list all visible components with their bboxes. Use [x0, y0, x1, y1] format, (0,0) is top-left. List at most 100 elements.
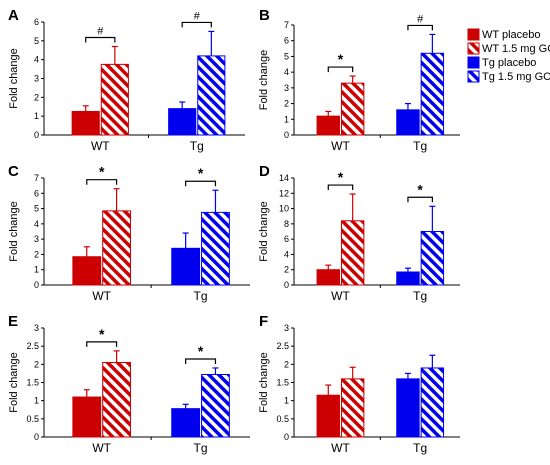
legend-label: WT placebo [482, 29, 541, 41]
y-tick-label: 2.5 [26, 341, 39, 351]
y-tick-label: 10 [279, 204, 289, 214]
category-label: WT [92, 441, 111, 455]
y-tick-label: 3 [284, 83, 289, 93]
bar-tg-placebo [396, 378, 420, 438]
y-tick-label: 3 [34, 74, 39, 84]
significance-label: * [198, 343, 204, 359]
y-tick-label: 0.5 [276, 414, 289, 424]
bar-tg-gc [420, 367, 445, 438]
category-label: Tg [413, 139, 427, 153]
y-tick-label: 5 [34, 204, 39, 214]
significance-bracket: # [181, 10, 212, 28]
bar-tg-placebo [396, 271, 420, 286]
legend-swatch [467, 28, 480, 41]
y-tick-label: 1 [284, 396, 289, 406]
panel-f: F Fold change 0 0.5 1 1.5 2 2.5 3 WT Tg [258, 313, 460, 455]
y-tick-label: 0 [284, 130, 289, 140]
bar-wt-gc [340, 378, 365, 438]
y-tick-label: 0 [34, 130, 39, 140]
significance-bracket: * [327, 169, 354, 191]
panel-a: A Fold change 0 1 2 3 4 5 6 WT # Tg # [8, 7, 245, 153]
y-tick-label: 1.5 [276, 378, 289, 388]
significance-bracket: * [185, 165, 217, 187]
significance-label: # [194, 10, 201, 22]
y-tick-label: 3 [34, 323, 39, 333]
significance-label: * [417, 181, 423, 197]
significance-bracket: * [407, 181, 433, 203]
y-tick-label: 2 [34, 92, 39, 102]
legend-swatch [467, 42, 480, 55]
bar-wt-placebo [72, 396, 102, 438]
y-tick-label: 4 [284, 67, 289, 77]
y-tick-label: 1 [34, 265, 39, 275]
y-tick-label: 4 [284, 249, 289, 259]
panel-e: E Fold change 0 0.5 1 1.5 2 2.5 3 WT * Tg * [8, 313, 250, 455]
y-tick-label: 2 [284, 99, 289, 109]
significance-bracket: * [86, 164, 118, 185]
y-tick-label: 0.5 [26, 414, 39, 424]
panel-letter: D [259, 163, 270, 180]
bar-tg-placebo [171, 408, 201, 438]
y-tick-label: 7 [284, 20, 289, 30]
bar-tg-placebo [168, 108, 197, 136]
y-axis-label: Fold change [258, 201, 270, 262]
y-tick-label: 4 [34, 55, 39, 65]
significance-bracket: * [185, 343, 217, 364]
legend-item: Tg 1.5 mg GC [467, 70, 550, 83]
panel-letter: C [8, 163, 19, 180]
y-tick-label: 0 [284, 432, 289, 442]
bar-tg-placebo [396, 109, 420, 136]
y-tick-label: 6 [34, 188, 39, 198]
category-label: Tg [413, 289, 427, 303]
y-tick-label: 3 [284, 323, 289, 333]
y-tick-label: 1.5 [26, 378, 39, 388]
bar-wt-gc [340, 220, 365, 286]
y-axis-label: Fold change [8, 48, 20, 109]
significance-label: * [99, 326, 105, 342]
category-label: WT [331, 289, 350, 303]
significance-label: * [338, 51, 344, 67]
bar-wt-placebo [72, 256, 102, 286]
bar-wt-placebo [316, 394, 340, 438]
category-label: WT [331, 441, 350, 455]
panel-d: D Fold change 0 2 4 6 8 10 12 14 WT * Tg * [258, 163, 460, 303]
significance-bracket: * [327, 51, 354, 73]
significance-label: # [417, 13, 424, 25]
legend-label: WT 1.5 mg GC [482, 43, 550, 55]
legend-swatch [467, 56, 480, 69]
category-label: WT [331, 139, 350, 153]
y-tick-label: 3 [34, 234, 39, 244]
y-axis-label: Fold change [258, 50, 270, 111]
legend-item: WT placebo [467, 28, 541, 41]
y-tick-label: 12 [279, 188, 289, 198]
bar-wt-placebo [71, 110, 100, 136]
bar-tg-gc [420, 52, 445, 136]
y-tick-label: 0 [284, 280, 289, 290]
significance-label: * [338, 169, 344, 185]
category-label: Tg [190, 139, 204, 153]
legend-label: Tg placebo [482, 57, 536, 69]
y-tick-label: 14 [279, 173, 289, 183]
y-axis-label: Fold change [8, 201, 20, 262]
category-label: Tg [413, 441, 427, 455]
y-tick-label: 5 [284, 51, 289, 61]
bar-tg-gc [420, 231, 445, 286]
y-tick-label: 5 [34, 36, 39, 46]
panel-b: B Fold change 0 1 2 3 4 5 6 7 WT * Tg # [258, 7, 460, 153]
legend-item: WT 1.5 mg GC [467, 42, 550, 55]
panel-letter: B [259, 7, 270, 24]
bar-wt-placebo [316, 115, 340, 136]
bar-wt-placebo [316, 269, 340, 286]
significance-label: # [97, 25, 104, 37]
category-label: Tg [194, 289, 208, 303]
bar-tg-gc [197, 55, 226, 136]
bar-wt-gc [102, 362, 131, 438]
bar-wt-gc [102, 210, 131, 286]
legend: WT placebo WT 1.5 mg GC Tg placebo Tg 1.5 m… [467, 28, 550, 83]
y-tick-label: 1 [34, 111, 39, 121]
panel-letter: A [8, 7, 19, 24]
panel-c: C Fold change 0 1 2 3 4 5 6 7 WT * Tg * [8, 163, 250, 303]
category-label: WT [92, 289, 111, 303]
category-label: WT [91, 139, 110, 153]
